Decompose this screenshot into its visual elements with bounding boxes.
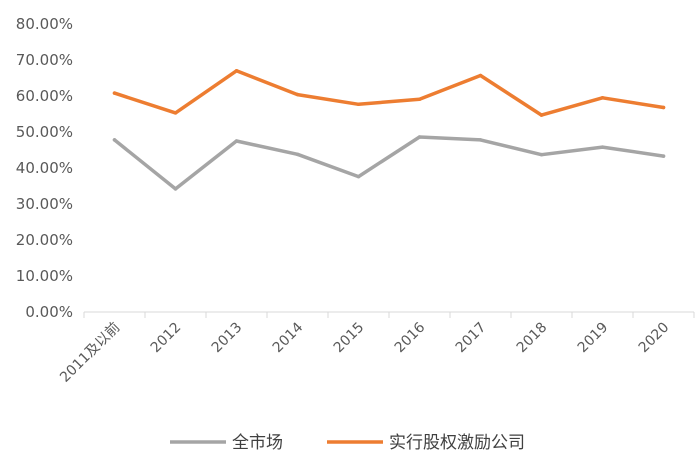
- data-point: [112, 138, 117, 142]
- plot-area: [112, 69, 666, 191]
- x-axis: 2011及以前 2012 2013 2014 2015 2016 2017 2018 2019 2…: [56, 311, 695, 386]
- x-tick-label: 2018: [514, 320, 551, 357]
- y-tick-label: 80.00%: [16, 15, 73, 33]
- y-tick-label: 40.00%: [16, 159, 73, 177]
- legend-label-1: 实行股权激励公司: [389, 433, 525, 453]
- data-point: [600, 145, 605, 149]
- series-line-0: [112, 135, 666, 191]
- data-point: [539, 152, 544, 157]
- y-tick-label: 50.00%: [16, 123, 73, 141]
- data-point: [295, 92, 300, 97]
- data-point: [661, 105, 666, 110]
- x-tick-label: 2012: [148, 320, 185, 357]
- data-point: [661, 154, 666, 158]
- y-tick-label: 60.00%: [16, 87, 73, 105]
- legend-label-0: 全市场: [232, 433, 283, 453]
- x-tick-label: 2017: [453, 320, 490, 357]
- data-point: [234, 139, 239, 143]
- data-point: [356, 174, 361, 179]
- data-point: [417, 97, 422, 101]
- data-point: [112, 91, 117, 95]
- x-tick-label: 2015: [331, 320, 368, 357]
- legend: 全市场 实行股权激励公司: [170, 433, 525, 453]
- y-tick-label: 10.00%: [16, 267, 73, 285]
- data-point: [417, 135, 422, 139]
- data-point: [173, 111, 178, 115]
- data-point: [478, 138, 483, 142]
- data-point: [173, 187, 178, 191]
- data-point: [234, 69, 239, 73]
- x-tick-label: 2019: [575, 320, 612, 357]
- x-tick-label: 2016: [392, 319, 429, 356]
- data-point: [295, 152, 300, 157]
- y-axis: 0.00% 10.00% 20.00% 30.00% 40.00% 50.00% 60.00…: [16, 15, 73, 321]
- y-tick-label: 0.00%: [25, 303, 73, 321]
- x-tick-label: 2011及以前: [56, 319, 123, 386]
- data-point: [539, 113, 544, 117]
- x-tick-label: 2014: [270, 319, 307, 356]
- data-point: [356, 102, 361, 107]
- data-point: [600, 96, 605, 100]
- series-line-1: [112, 69, 666, 117]
- y-tick-label: 70.00%: [16, 51, 73, 69]
- y-tick-label: 20.00%: [16, 231, 73, 249]
- x-tick-label: 2020: [636, 320, 673, 357]
- y-tick-label: 30.00%: [16, 195, 73, 213]
- data-point: [478, 73, 483, 78]
- x-tick-label: 2013: [209, 320, 246, 357]
